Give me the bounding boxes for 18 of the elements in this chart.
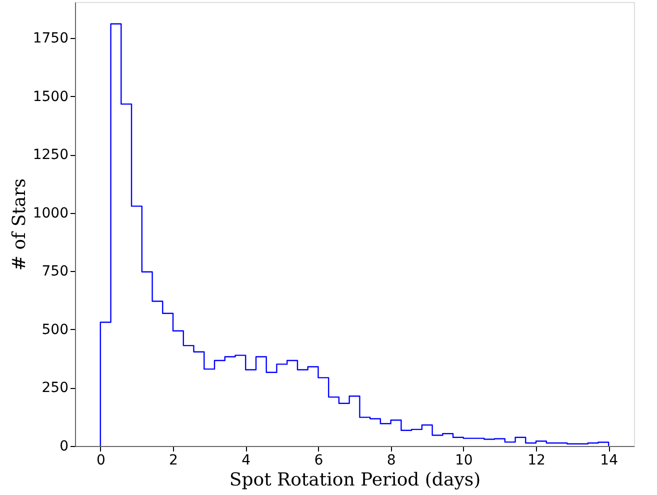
y-tick-label: 1500 — [32, 88, 68, 105]
y-tick-label: 1250 — [32, 147, 68, 164]
y-tick-label: 0 — [60, 438, 68, 454]
y-tick-label: 250 — [42, 380, 68, 396]
x-tick-label: 0 — [96, 452, 106, 468]
x-tick-label: 6 — [314, 452, 324, 468]
x-tick-label: 10 — [454, 452, 473, 468]
y-tick-label: 1750 — [32, 30, 68, 47]
x-tick-label: 12 — [528, 452, 546, 468]
x-tick-label: 4 — [242, 452, 251, 468]
y-tick-label: 750 — [42, 264, 68, 280]
x-axis-title: Spot Rotation Period (days) — [229, 470, 481, 490]
y-tick-label: 1000 — [32, 205, 68, 222]
x-tick-label: 8 — [386, 452, 396, 468]
y-tick-label: 500 — [42, 322, 68, 338]
x-tick-label: 14 — [600, 452, 618, 468]
x-tick-label: 2 — [169, 452, 178, 468]
y-axis-title: # of Stars — [8, 178, 30, 271]
